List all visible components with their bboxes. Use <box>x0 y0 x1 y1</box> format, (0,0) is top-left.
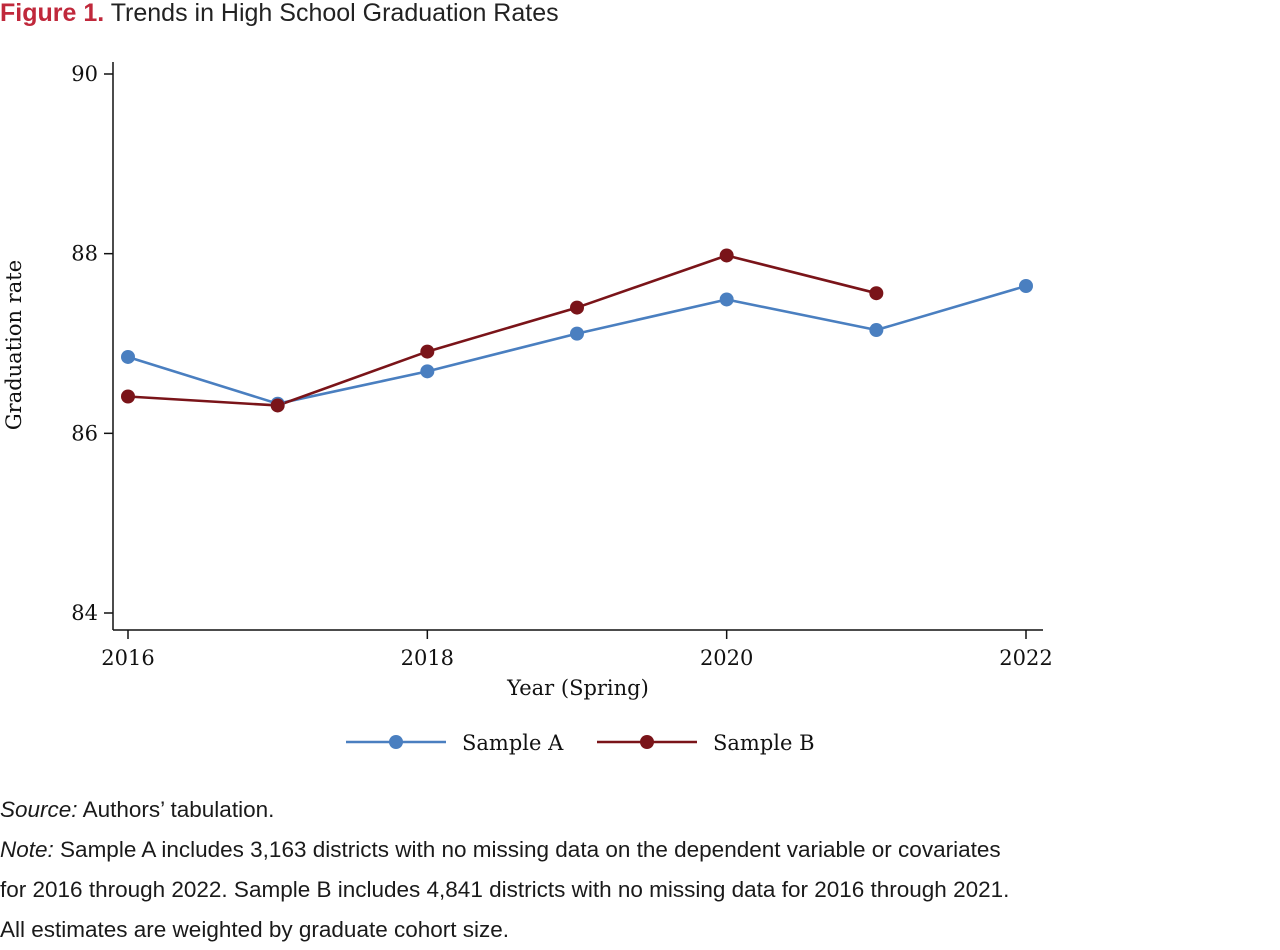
series-layer <box>121 248 1033 413</box>
series-2-point <box>121 389 135 404</box>
legend-swatch-marker <box>640 735 654 749</box>
figure-label: Figure 1. <box>0 0 105 27</box>
x-axis-label: Year (Spring) <box>506 676 649 700</box>
y-tick-label: 86 <box>71 421 98 445</box>
figure-title: Figure 1. Trends in High School Graduati… <box>0 0 559 26</box>
y-axis-label: Graduation rate <box>2 260 26 430</box>
series-2-point <box>719 248 734 263</box>
source-label: Source: <box>0 797 78 822</box>
note-line-1: Note: Sample A includes 3,163 districts … <box>0 830 1280 870</box>
source-text: Authors’ tabulation. <box>82 797 275 822</box>
series-2-point <box>570 300 584 315</box>
y-axis: 84 86 88 90 Graduation rate <box>2 62 114 630</box>
note-text-1: Sample A includes 3,163 districts with n… <box>60 837 1001 862</box>
series-1-point <box>1019 279 1033 294</box>
x-tick-label: 2018 <box>401 646 454 670</box>
series-line-2 <box>126 254 878 407</box>
series-1-point <box>570 326 584 341</box>
series-1-point <box>719 292 734 307</box>
series-1-point <box>869 323 884 338</box>
note-line-2: for 2016 through 2022. Sample B includes… <box>0 877 1010 902</box>
y-axis-ticks: 84 86 88 90 <box>71 62 113 625</box>
figure-notes: Source: Authors’ tabulation. Note: Sampl… <box>0 790 1280 950</box>
figure-title-text: Trends in High School Graduation Rates <box>110 0 559 27</box>
y-tick-label: 88 <box>71 242 98 266</box>
legend-label: Sample A <box>462 731 564 755</box>
y-tick-label: 84 <box>71 601 98 625</box>
x-tick-label: 2022 <box>999 646 1052 670</box>
x-tick-label: 2016 <box>101 646 154 670</box>
x-axis-ticks: 2016 2018 2020 2022 <box>101 630 1053 670</box>
line-chart: 84 86 88 90 Graduation rate 2016 2018 2020 202… <box>2 62 1053 755</box>
series-1-point <box>420 364 435 379</box>
legend: Sample A Sample B <box>346 731 815 755</box>
legend-swatch-marker <box>389 735 403 749</box>
series-2-point <box>420 344 435 359</box>
series-1-point <box>121 349 135 364</box>
series-2-point <box>270 398 285 413</box>
x-axis: 2016 2018 2020 2022 Year (Spring) <box>101 629 1053 700</box>
note-line-3: All estimates are weighted by graduate c… <box>0 917 510 942</box>
note-label: Note: <box>0 837 54 862</box>
y-tick-label: 90 <box>71 62 98 86</box>
x-tick-label: 2020 <box>700 646 753 670</box>
legend-label: Sample B <box>713 731 815 755</box>
source-line: Source: Authors’ tabulation. <box>0 790 1280 830</box>
series-2-point <box>869 286 884 301</box>
